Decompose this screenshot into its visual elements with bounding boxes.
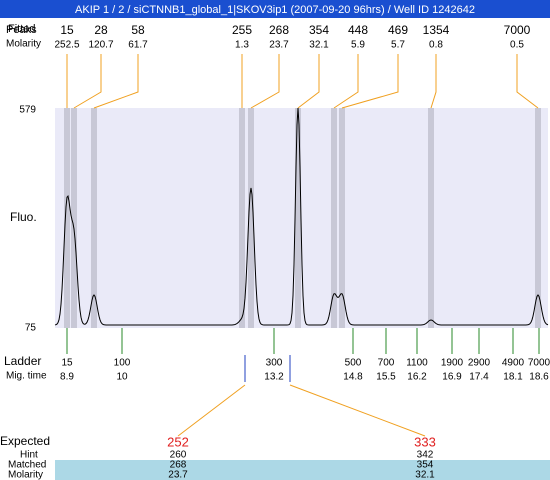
peak-molarity: 120.7 (88, 40, 113, 51)
peak-band (71, 108, 77, 328)
y-top: 579 (19, 105, 36, 116)
peak-molarity: 61.7 (128, 40, 148, 51)
ladder-size: 2900 (468, 358, 491, 369)
ladder-time: 10 (116, 372, 128, 383)
peak-molarity: 0.5 (510, 40, 524, 51)
peak-connector (333, 54, 359, 109)
peak-connector (341, 54, 399, 109)
peak-size: 15 (60, 23, 74, 37)
hint-size: 342 (417, 450, 434, 461)
expected-size: 252 (167, 434, 189, 449)
peak-band (64, 108, 70, 328)
peak-molarity: 5.9 (351, 40, 365, 51)
ladder-time: 13.2 (264, 372, 284, 383)
matched-band (55, 460, 550, 480)
peak-molarity: 1.3 (235, 40, 249, 51)
peak-band (339, 108, 345, 328)
matched-label: Matched (8, 460, 46, 471)
peak-connector (250, 54, 280, 109)
mig-time-label: Mig. time (6, 371, 47, 382)
ladder-size: 7000 (528, 358, 550, 369)
peak-size: 354 (309, 23, 329, 37)
peak-connector (93, 54, 139, 109)
molarity-label: Molarity (6, 39, 41, 50)
exp-molarity-label: Molarity (8, 470, 43, 480)
peak-size: 1354 (423, 23, 450, 37)
peak-size: 469 (388, 23, 408, 37)
expected-label: Expected (0, 434, 50, 448)
peak-molarity: 32.1 (309, 40, 329, 51)
matched-size: 354 (417, 460, 434, 471)
title-bar (0, 0, 550, 18)
ladder-time: 15.5 (376, 372, 396, 383)
ladder-size: 15 (61, 358, 73, 369)
ladder-time: 14.8 (343, 372, 363, 383)
ladder-time: 16.2 (407, 372, 427, 383)
matched-size: 268 (170, 460, 187, 471)
peak-size: 58 (131, 23, 145, 37)
peak-connector (430, 54, 437, 109)
ladder-size: 1900 (441, 358, 464, 369)
peak-size: 268 (269, 23, 289, 37)
peak-connector (297, 54, 320, 109)
peaks-label: Peaks (6, 24, 37, 36)
peak-size: 28 (94, 23, 108, 37)
peak-band (295, 108, 301, 328)
peak-connector (73, 54, 102, 109)
peak-molarity: 23.7 (269, 40, 289, 51)
peak-size: 448 (348, 23, 368, 37)
ladder-size: 300 (266, 358, 283, 369)
peak-connector (516, 54, 539, 109)
ladder-label: Ladder (4, 354, 41, 368)
peak-band (248, 108, 254, 328)
ladder-time: 16.9 (442, 372, 462, 383)
hint-label: Hint (20, 450, 38, 461)
ladder-time: 8.9 (60, 372, 74, 383)
ladder-time: 18.1 (503, 372, 523, 383)
peak-molarity: 252.5 (54, 40, 79, 51)
peak-band (91, 108, 97, 328)
plot-area (55, 108, 548, 328)
ladder-size: 700 (378, 358, 395, 369)
peak-band (239, 108, 245, 328)
title: AKIP 1 / 2 / siCTNNB1_global_1|SKOV3ip1 … (75, 4, 475, 16)
peak-molarity: 5.7 (391, 40, 405, 51)
matched-molarity: 32.1 (415, 470, 435, 480)
peak-band (428, 108, 434, 328)
peak-molarity: 0.8 (429, 40, 443, 51)
ladder-time: 17.4 (469, 372, 489, 383)
peak-band (535, 108, 541, 328)
y-bottom: 75 (25, 323, 37, 334)
match-connector (177, 384, 246, 437)
peak-band (331, 108, 337, 328)
trace (54, 107, 549, 326)
peak-size: 7000 (504, 23, 531, 37)
ladder-size: 1100 (406, 358, 428, 369)
ladder-size: 4900 (502, 358, 525, 369)
matched-molarity: 23.7 (168, 470, 188, 480)
hint-size: 260 (170, 450, 187, 461)
ladder-size: 100 (114, 358, 131, 369)
peak-size: 255 (232, 23, 252, 37)
ladder-size: 500 (345, 358, 362, 369)
ladder-time: 18.6 (529, 372, 549, 383)
fitted-label: Fitted (8, 23, 36, 35)
expected-size: 333 (414, 434, 436, 449)
match-connector (289, 384, 426, 437)
y-label: Fluo. (10, 210, 37, 224)
